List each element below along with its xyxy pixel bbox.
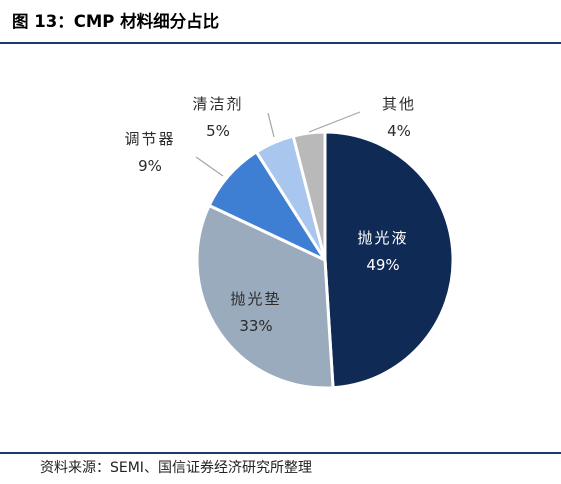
slice-value-5: 4% [387, 122, 411, 140]
slice-value-2: 33% [239, 317, 272, 335]
slice-label-3: 调节器 [124, 130, 175, 148]
pie-slice-5 [291, 130, 327, 262]
leader-line-3 [195, 156, 224, 177]
pie-chart: 抛光液 49% 抛光垫 33% 调节器 9% 清洁剂 5% 其他 4% [124, 95, 455, 390]
slice-label-4: 清洁剂 [192, 95, 243, 113]
leader-line-4 [267, 112, 275, 138]
pie-slices [195, 130, 455, 390]
slice-labels: 抛光液 49% 抛光垫 33% 调节器 9% 清洁剂 5% 其他 4% [124, 95, 416, 335]
slice-value-4: 5% [206, 122, 230, 140]
slice-label-2: 抛光垫 [230, 290, 281, 308]
slice-value-1: 49% [366, 256, 399, 274]
footer-rule [0, 452, 561, 454]
title-rule [0, 42, 561, 44]
source-note: 资料来源：SEMI、国信证券经济研究所整理 [40, 460, 312, 476]
slice-label-1: 抛光液 [357, 229, 408, 247]
figure-title: 图 13：CMP 材料细分占比 [12, 12, 220, 31]
pie-slice-1 [323, 130, 455, 390]
slice-label-5: 其他 [382, 95, 416, 113]
slice-value-3: 9% [138, 157, 162, 175]
leader-line-5 [308, 111, 361, 133]
leader-lines [195, 111, 361, 177]
pie-slice-2 [195, 204, 335, 390]
